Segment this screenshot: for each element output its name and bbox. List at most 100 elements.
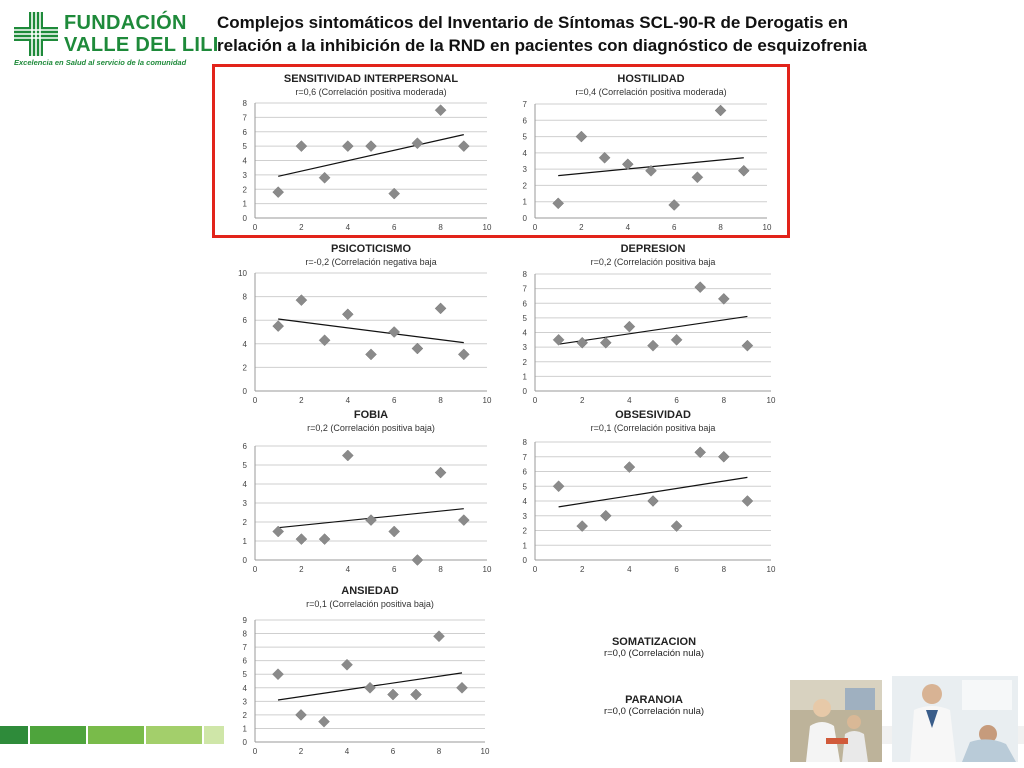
y-tick-label: 6 [243, 442, 248, 451]
note-somatizacion-title: SOMATIZACION [611, 636, 697, 648]
y-tick-label: 3 [243, 171, 248, 180]
y-tick-label: 4 [243, 684, 248, 693]
data-point [388, 187, 401, 200]
y-tick-label: 5 [523, 314, 528, 323]
y-tick-label: 5 [243, 142, 248, 151]
y-tick-label: 7 [243, 643, 248, 652]
slide-title: Complejos sintomáticos del Inventario de… [217, 13, 867, 55]
chart-subtitle: r=0,1 (Correlación positiva baja [591, 423, 716, 433]
chart-title: HOSTILIDAD [617, 73, 684, 85]
x-tick-label: 6 [674, 396, 679, 405]
data-point [552, 480, 565, 493]
y-tick-label: 9 [243, 616, 248, 625]
trend-line [558, 476, 748, 508]
x-tick-label: 10 [481, 747, 490, 756]
x-tick-label: 0 [253, 396, 258, 405]
x-tick-label: 0 [533, 223, 538, 232]
data-point [365, 140, 377, 152]
data-point [456, 681, 468, 694]
footer-segment [0, 726, 28, 744]
x-tick-label: 8 [438, 396, 443, 405]
y-tick-label: 2 [243, 185, 248, 194]
data-point [341, 308, 354, 321]
y-tick-label: 2 [243, 518, 248, 527]
x-tick-label: 2 [299, 747, 304, 756]
x-tick-label: 2 [579, 223, 584, 232]
y-tick-label: 0 [523, 556, 528, 565]
y-tick-label: 0 [243, 214, 248, 223]
y-tick-label: 0 [523, 387, 528, 396]
y-tick-label: 2 [243, 363, 248, 372]
chart-ansiedad: ANSIEDAD r=0,1 (Correlación positiva baja… [225, 580, 505, 758]
y-tick-label: 2 [523, 181, 528, 190]
data-point [647, 339, 659, 352]
y-tick-label: 8 [523, 438, 528, 447]
y-tick-label: 8 [523, 270, 528, 279]
y-tick-label: 2 [243, 711, 248, 720]
x-tick-label: 10 [483, 396, 492, 405]
chart-fobia: FOBIA r=0,2 (Correlación positiva baja) 0 1… [225, 404, 505, 576]
y-tick-label: 4 [243, 157, 248, 166]
x-tick-label: 6 [674, 565, 679, 574]
data-point [318, 171, 331, 184]
data-point [272, 186, 285, 198]
chart-hostilidad: HOSTILIDAD r=0,4 (Correlación positiva mo… [505, 68, 785, 238]
y-tick-label: 0 [523, 214, 528, 223]
y-tick-label: 2 [523, 358, 528, 367]
y-tick-label: 7 [523, 453, 528, 462]
data-point [647, 495, 659, 507]
y-tick-label: 4 [523, 149, 528, 158]
data-point [341, 140, 354, 152]
chart-depresion: DEPRESION r=0,2 (Correlación positiva baj… [505, 238, 785, 410]
chart-subtitle: r=0,6 (Correlación positiva moderada) [295, 87, 446, 97]
x-tick-label: 4 [346, 396, 351, 405]
chart-title: FOBIA [354, 409, 388, 421]
y-tick-label: 3 [243, 499, 248, 508]
footer-segment [88, 726, 144, 744]
data-point [410, 688, 422, 701]
data-point [364, 681, 376, 694]
data-point [434, 302, 447, 315]
y-tick-label: 8 [243, 99, 248, 108]
x-tick-label: 2 [580, 565, 585, 574]
data-point [295, 140, 308, 152]
x-tick-label: 10 [767, 396, 776, 405]
y-tick-label: 10 [238, 269, 247, 278]
data-point [341, 658, 353, 671]
data-point [714, 104, 727, 117]
y-tick-label: 6 [243, 128, 248, 137]
x-tick-label: 4 [345, 747, 350, 756]
highlight-frame [212, 64, 790, 238]
x-tick-label: 8 [438, 565, 443, 574]
data-point [599, 509, 612, 522]
note-paranoia-subtitle: r=0,0 (Correlación nula) [603, 706, 705, 717]
data-point [623, 461, 636, 473]
data-point [670, 520, 683, 532]
chart-title: DEPRESION [621, 243, 686, 255]
doctor-patient-photo [892, 676, 1018, 762]
data-point [691, 171, 704, 184]
data-point [576, 520, 589, 532]
x-tick-label: 6 [392, 565, 397, 574]
footer-segment [204, 726, 224, 744]
data-point [318, 715, 330, 728]
data-point [457, 140, 470, 152]
y-tick-label: 4 [243, 340, 248, 349]
y-tick-label: 0 [243, 387, 248, 396]
chart-subtitle: r=-0,2 (Correlación negativa baja [305, 257, 436, 267]
chart-title: SENSITIVIDAD INTERPERSONAL [284, 73, 458, 85]
y-tick-label: 6 [243, 316, 248, 325]
footer-segment [146, 726, 202, 744]
y-tick-label: 6 [523, 468, 528, 477]
y-tick-label: 7 [243, 113, 248, 122]
y-tick-label: 4 [523, 497, 528, 506]
logo-name-line2: VALLE DEL LILI [64, 34, 219, 56]
y-tick-label: 5 [523, 482, 528, 491]
data-point [434, 104, 447, 117]
x-tick-label: 0 [253, 747, 258, 756]
data-point [295, 533, 308, 545]
x-tick-label: 0 [253, 565, 258, 574]
x-tick-label: 4 [626, 223, 631, 232]
y-tick-label: 1 [243, 724, 248, 733]
x-tick-label: 0 [533, 396, 538, 405]
